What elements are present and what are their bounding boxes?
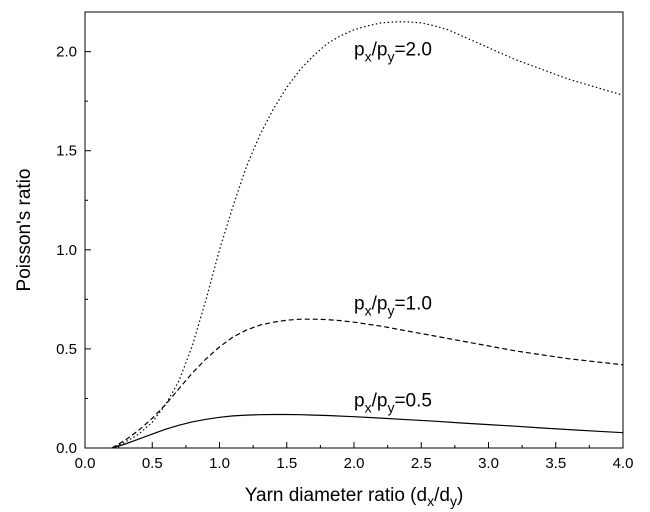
x-tick-label: 1.5 (276, 455, 297, 472)
plot-frame (84, 11, 624, 449)
y-tick-label: 2.0 (56, 44, 77, 61)
series-line-ratio-0-5 (111, 413, 624, 449)
y-axis-ticks: 0.0 0.5 1.0 1.5 2.0 (56, 44, 91, 457)
y-tick-label: 1.5 (56, 143, 77, 160)
x-tick-label: 2.5 (411, 455, 432, 472)
series-labels: px/py=2.0 px/py=1.0 px/py=0.5 (354, 40, 432, 416)
series-lines (111, 21, 624, 449)
x-tick-label: 0.5 (142, 455, 163, 472)
y-axis-title: Poisson's ratio (14, 169, 35, 292)
series-label-ratio-1-0: px/py=1.0 (354, 293, 432, 318)
series-label-ratio-2-0: px/py=2.0 (354, 40, 432, 65)
x-axis-title: Yarn diameter ratio (dx/dy) (245, 485, 464, 509)
y-tick-label: 0.0 (56, 440, 77, 457)
series-line-ratio-1-0 (111, 318, 624, 449)
x-tick-label: 2.0 (344, 455, 365, 472)
x-tick-label: 4.0 (613, 455, 634, 472)
x-tick-label: 3.0 (478, 455, 499, 472)
x-tick-label: 0.0 (75, 455, 96, 472)
series-line-ratio-2-0 (111, 21, 624, 449)
x-tick-label: 1.0 (209, 455, 230, 472)
x-axis-ticks: 0.0 0.5 1.0 1.5 2.0 2.5 3.0 3.5 4.0 (75, 442, 634, 472)
y-tick-label: 0.5 (56, 341, 77, 358)
series-label-ratio-0-5: px/py=0.5 (354, 390, 432, 415)
y-tick-label: 1.0 (56, 242, 77, 259)
x-tick-label: 3.5 (545, 455, 566, 472)
